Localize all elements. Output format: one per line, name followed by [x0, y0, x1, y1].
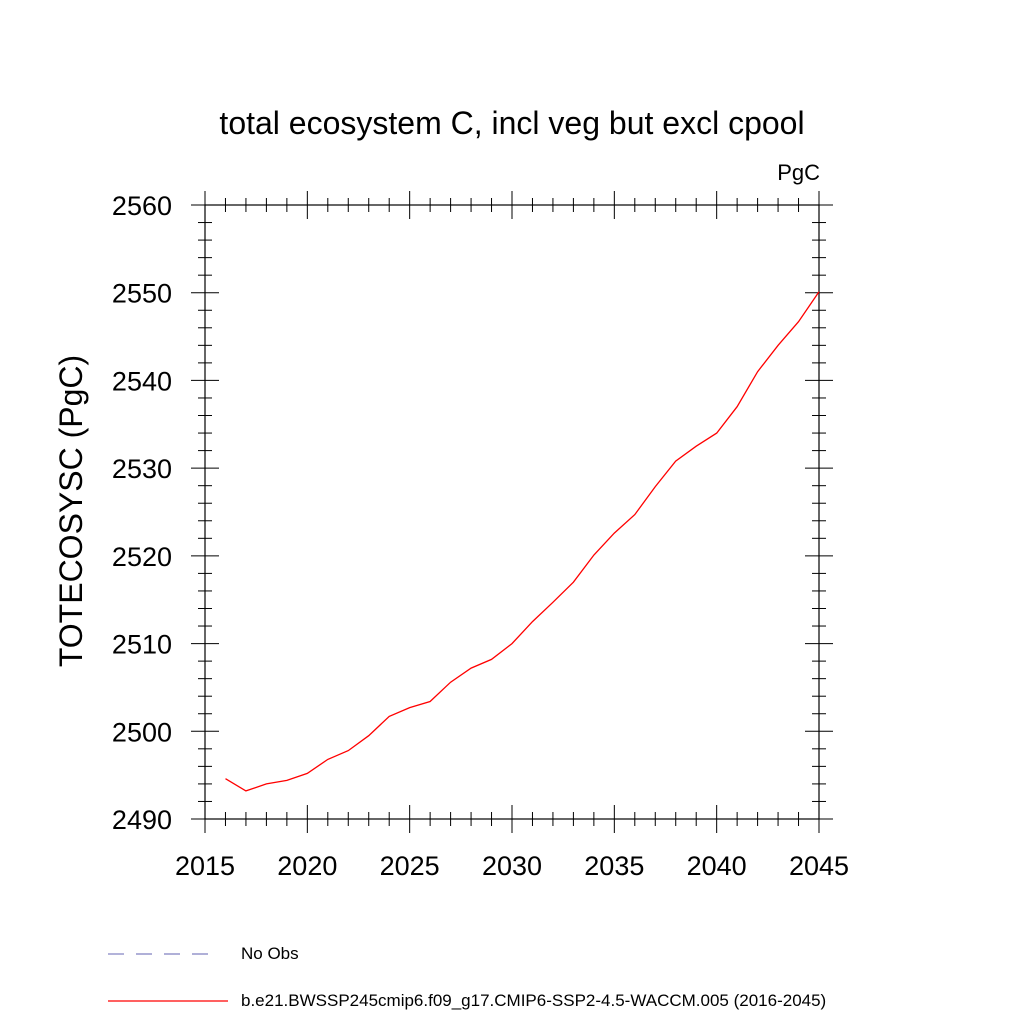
y-tick-label: 2520	[112, 542, 172, 572]
chart-title: total ecosystem C, incl veg but excl cpo…	[219, 105, 804, 141]
legend-label-no-obs: No Obs	[241, 944, 299, 963]
plot-frame	[204, 204, 820, 820]
axis-ticks	[191, 191, 833, 833]
series-line	[225, 291, 820, 792]
y-tick-label: 2550	[112, 279, 172, 309]
y-axis-label: TOTECOSYSC (PgC)	[53, 355, 89, 667]
tick-labels: 2015 2020 2025 2030 2035 2040 2045 2490 2500 2510…	[112, 191, 849, 881]
series-group	[225, 291, 820, 792]
y-tick-label: 2490	[112, 805, 172, 835]
units-label: PgC	[777, 160, 820, 185]
y-tick-label: 2560	[112, 191, 172, 221]
y-tick-label: 2510	[112, 630, 172, 660]
x-tick-label: 2035	[584, 851, 644, 881]
y-tick-label: 2540	[112, 366, 172, 396]
y-tick-label: 2500	[112, 717, 172, 747]
legend: No Obs b.e21.BWSSP245cmip6.f09_g17.CMIP6…	[108, 944, 826, 1010]
legend-label-model-run: b.e21.BWSSP245cmip6.f09_g17.CMIP6-SSP2-4…	[241, 991, 826, 1010]
x-tick-label: 2040	[687, 851, 747, 881]
x-tick-label: 2030	[482, 851, 542, 881]
x-tick-label: 2015	[175, 851, 235, 881]
x-tick-label: 2025	[380, 851, 440, 881]
y-tick-label: 2530	[112, 454, 172, 484]
x-tick-label: 2045	[789, 851, 849, 881]
x-tick-label: 2020	[277, 851, 337, 881]
